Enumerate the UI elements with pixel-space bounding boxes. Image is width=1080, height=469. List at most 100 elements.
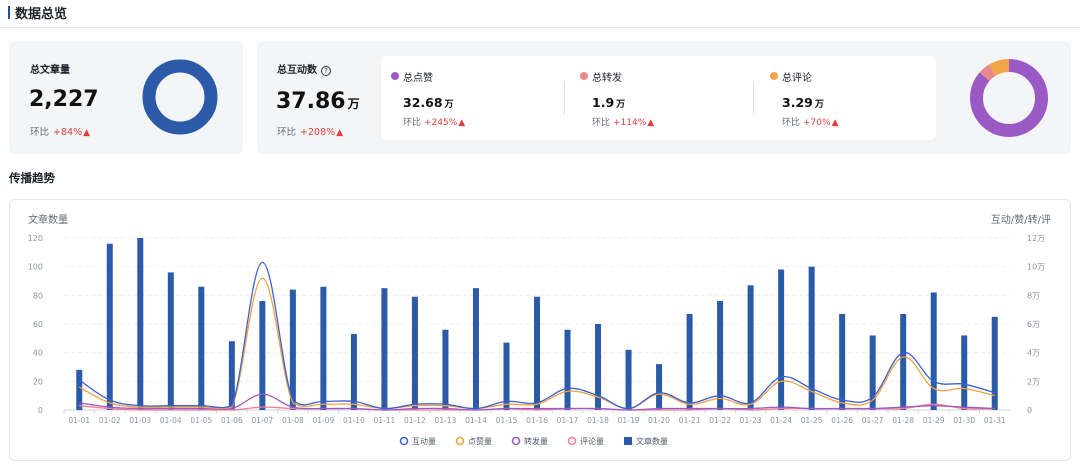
- x-tick-label: 01-01: [68, 416, 90, 425]
- help-icon[interactable]: ?: [321, 66, 331, 76]
- header-divider: [0, 27, 1080, 28]
- articles-donut-ring: [142, 59, 218, 135]
- ratio-value: +208%: [300, 127, 336, 138]
- legend-marker: [511, 436, 521, 446]
- page-title: 数据总览: [15, 7, 68, 22]
- article-bar: [747, 285, 754, 410]
- likes-legend-dot: [391, 72, 399, 80]
- article-bar: [76, 369, 83, 410]
- interaction-breakdown-panel: 总点赞 32.68 万 环比 +245%▲ 总转发 1.9 万 环比 +114%▲ 总评…: [381, 56, 936, 140]
- y-tick-label: 0: [38, 406, 43, 415]
- total-articles-label: 总文章量: [30, 65, 70, 76]
- ratio-label: 环比: [403, 118, 422, 128]
- legend-label: 互动量: [412, 436, 436, 446]
- article-bar: [289, 289, 296, 410]
- x-tick-label: 01-29: [923, 416, 945, 425]
- ratio-label: 环比: [30, 127, 50, 138]
- likes-label: 总点赞: [403, 73, 433, 84]
- shares-legend-dot: [580, 72, 588, 80]
- article-bar: [991, 316, 998, 410]
- x-tick-label: 01-12: [404, 416, 426, 425]
- article-bar: [259, 301, 266, 410]
- ratio-value: +245%: [424, 118, 458, 128]
- y2-tick-label: 4万: [1027, 349, 1040, 358]
- article-bar: [808, 266, 815, 410]
- y2-tick-label: 12万: [1027, 234, 1045, 243]
- shares-unit: 万: [616, 100, 626, 110]
- x-tick-label: 01-13: [435, 416, 457, 425]
- comments-number: 3.29: [782, 95, 813, 110]
- legend-label: 评论量: [580, 436, 604, 446]
- likes-unit: 万: [444, 100, 454, 110]
- article-bar: [930, 292, 937, 410]
- x-tick-label: 01-03: [129, 416, 151, 425]
- legend-marker: [399, 436, 409, 446]
- total-interactions-value: 37.86 万: [276, 89, 360, 114]
- x-tick-label: 01-19: [618, 416, 640, 425]
- article-bar: [625, 349, 632, 410]
- ratio-value: +84%: [53, 127, 83, 138]
- total-interactions-ratio: 环比 +208%▲: [277, 124, 343, 138]
- x-tick-label: 01-23: [740, 416, 762, 425]
- article-bar: [595, 324, 602, 410]
- x-tick-label: 01-25: [801, 416, 823, 425]
- shares-value: 1.9 万: [592, 95, 625, 110]
- article-bar: [869, 335, 876, 410]
- article-bar: [106, 243, 113, 410]
- ratio-label: 环比: [782, 118, 801, 128]
- x-tick-label: 01-24: [770, 416, 792, 425]
- up-arrow-icon: ▲: [458, 118, 466, 128]
- x-tick-label: 01-14: [465, 416, 487, 425]
- article-bar: [167, 272, 174, 410]
- y-tick-label: 80: [33, 291, 43, 300]
- x-tick-label: 01-27: [862, 416, 884, 425]
- likes-value: 32.68 万: [403, 95, 454, 110]
- article-bar: [381, 288, 388, 410]
- legend-label: 转发量: [524, 436, 548, 446]
- y2-tick-label: 8万: [1027, 291, 1040, 300]
- up-arrow-icon: ▲: [83, 128, 91, 138]
- trend-section-title: 传播趋势: [9, 171, 55, 185]
- x-tick-label: 01-18: [587, 416, 609, 425]
- left-axis-title: 文章数量: [28, 213, 68, 226]
- article-bar: [564, 329, 571, 410]
- trend-chart-container: 文章数量 互动/赞/转/评 0 20 40 60 80 100 120 0 2万 4万 6万 8万 10万 1…: [9, 199, 1071, 461]
- total-interactions-unit: 万: [347, 97, 360, 111]
- series-line-2: [79, 393, 995, 411]
- total-articles-card: 总文章量 2,227 环比 +84%▲: [9, 41, 243, 154]
- comments-ratio: 环比 +70%▲: [782, 115, 838, 128]
- article-bar: [656, 364, 663, 410]
- article-bar: [350, 334, 357, 410]
- article-bar: [778, 269, 785, 410]
- x-tick-label: 01-04: [160, 416, 182, 425]
- article-bar: [900, 313, 907, 410]
- legend-label: 点赞量: [468, 436, 492, 446]
- section-header: 数据总览: [8, 3, 67, 22]
- breakdown-item-shares: 总转发 1.9 万 环比 +114%▲: [580, 56, 750, 140]
- right-axis-title: 互动/赞/转/评: [991, 213, 1051, 226]
- y-tick-label: 60: [33, 320, 43, 329]
- breakdown-divider: [564, 81, 565, 115]
- breakdown-item-comments: 总评论 3.29 万 环比 +70%▲: [770, 56, 930, 140]
- up-arrow-icon: ▲: [831, 118, 839, 128]
- likes-ratio: 环比 +245%▲: [403, 115, 465, 128]
- total-interactions-label: 总互动数?: [277, 61, 331, 76]
- x-tick-label: 01-30: [953, 416, 975, 425]
- y-tick-label: 120: [28, 234, 43, 243]
- ratio-value: +70%: [803, 118, 831, 128]
- x-tick-label: 01-28: [892, 416, 914, 425]
- donut-slice-2: [970, 59, 1048, 137]
- up-arrow-icon: ▲: [647, 118, 655, 128]
- article-bar: [228, 341, 235, 410]
- x-tick-label: 01-05: [190, 416, 212, 425]
- x-tick-label: 01-15: [496, 416, 518, 425]
- shares-ratio: 环比 +114%▲: [592, 115, 654, 128]
- trend-chart[interactable]: 文章数量 互动/赞/转/评 0 20 40 60 80 100 120 0 2万 4万 6万 8万 10万 1…: [10, 200, 1070, 460]
- ratio-value: +114%: [613, 118, 647, 128]
- up-arrow-icon: ▲: [336, 128, 344, 138]
- legend-marker: [624, 437, 632, 445]
- x-tick-label: 01-22: [709, 416, 731, 425]
- x-tick-label: 01-08: [282, 416, 304, 425]
- y2-tick-label: 10万: [1027, 263, 1045, 272]
- articles-donut-chart: [142, 59, 218, 135]
